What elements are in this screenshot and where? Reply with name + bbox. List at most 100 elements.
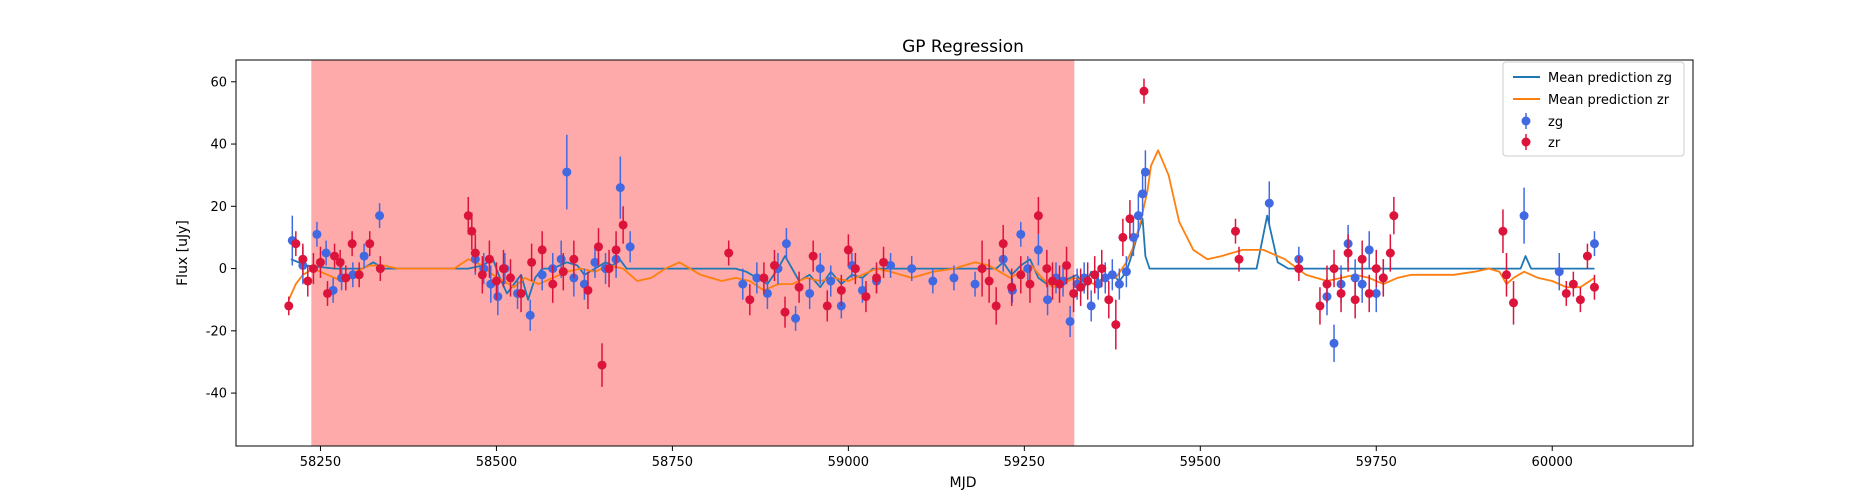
data-point-zg bbox=[360, 252, 369, 261]
data-point-zg bbox=[1023, 264, 1032, 273]
data-point-zr bbox=[316, 258, 325, 267]
data-point-zg bbox=[1034, 245, 1043, 254]
data-point-zr bbox=[284, 301, 293, 310]
data-point-zg bbox=[616, 183, 625, 192]
data-point-zg bbox=[1115, 280, 1124, 289]
data-point-zr bbox=[879, 258, 888, 267]
data-point-zg bbox=[949, 273, 958, 282]
legend: Mean prediction zg Mean prediction zr zg… bbox=[1503, 62, 1684, 156]
y-tick-label: -40 bbox=[206, 387, 227, 402]
data-point-zr bbox=[1034, 211, 1043, 220]
data-point-zg bbox=[1043, 295, 1052, 304]
data-point-zr bbox=[1365, 289, 1374, 298]
shaded-time-region bbox=[311, 60, 1074, 446]
data-point-zg bbox=[1555, 267, 1564, 276]
data-point-zr bbox=[499, 264, 508, 273]
data-point-zg bbox=[1141, 168, 1150, 177]
x-tick-label: 58250 bbox=[300, 455, 341, 470]
data-point-zr bbox=[336, 258, 345, 267]
data-point-zr bbox=[1379, 273, 1388, 282]
data-point-zg bbox=[1265, 199, 1274, 208]
data-point-zr bbox=[569, 255, 578, 264]
data-point-zr bbox=[837, 286, 846, 295]
data-point-zr bbox=[781, 308, 790, 317]
data-point-zr bbox=[341, 273, 350, 282]
data-point-zg bbox=[791, 314, 800, 323]
data-point-zg bbox=[816, 264, 825, 273]
data-point-zg bbox=[1520, 211, 1529, 220]
data-point-zr bbox=[770, 261, 779, 270]
legend-label-zg-points: zg bbox=[1548, 115, 1563, 130]
data-point-zr bbox=[303, 277, 312, 286]
data-point-zr bbox=[1315, 301, 1324, 310]
data-point-zr bbox=[1090, 270, 1099, 279]
legend-swatch-zg-points bbox=[1522, 117, 1531, 126]
data-point-zr bbox=[594, 242, 603, 251]
data-point-zg bbox=[1358, 280, 1367, 289]
data-point-zr bbox=[1322, 280, 1331, 289]
y-tick-label: -20 bbox=[206, 324, 227, 339]
data-point-zr bbox=[365, 239, 374, 248]
data-point-zr bbox=[492, 277, 501, 286]
y-tick-label: 0 bbox=[219, 262, 227, 277]
data-point-zr bbox=[1062, 261, 1071, 270]
data-point-zr bbox=[1104, 295, 1113, 304]
data-point-zg bbox=[375, 211, 384, 220]
x-tick-label: 60000 bbox=[1532, 455, 1573, 470]
data-point-zr bbox=[355, 270, 364, 279]
data-point-zr bbox=[1358, 255, 1367, 264]
data-point-zg bbox=[738, 280, 747, 289]
data-point-zr bbox=[1294, 264, 1303, 273]
data-point-zr bbox=[485, 255, 494, 264]
data-point-zr bbox=[1055, 280, 1064, 289]
data-point-zr bbox=[1502, 270, 1511, 279]
data-point-zr bbox=[1389, 211, 1398, 220]
legend-label-zg-line: Mean prediction zg bbox=[1548, 71, 1672, 86]
data-point-zr bbox=[1590, 283, 1599, 292]
data-point-zr bbox=[795, 283, 804, 292]
data-point-zg bbox=[826, 277, 835, 286]
data-point-zg bbox=[1590, 239, 1599, 248]
data-point-zr bbox=[1016, 270, 1025, 279]
data-point-zg bbox=[312, 230, 321, 239]
data-point-zr bbox=[1351, 295, 1360, 304]
data-point-zg bbox=[782, 239, 791, 248]
y-axis-label: Flux [uJy] bbox=[175, 220, 191, 286]
data-point-zr bbox=[1007, 283, 1016, 292]
legend-swatch-zr-points bbox=[1522, 138, 1531, 147]
data-point-zr bbox=[527, 258, 536, 267]
data-point-zr bbox=[844, 245, 853, 254]
data-point-zr bbox=[1372, 264, 1381, 273]
data-point-zr bbox=[471, 249, 480, 258]
data-point-zg bbox=[322, 249, 331, 258]
x-tick-label: 59250 bbox=[1004, 455, 1045, 470]
data-point-zg bbox=[1087, 301, 1096, 310]
data-point-zr bbox=[999, 239, 1008, 248]
data-point-zr bbox=[1576, 295, 1585, 304]
data-point-zr bbox=[298, 255, 307, 264]
data-point-zg bbox=[1066, 317, 1075, 326]
data-point-zr bbox=[1042, 264, 1051, 273]
x-tick-label: 58750 bbox=[652, 455, 693, 470]
data-point-zr bbox=[1386, 249, 1395, 258]
y-tick-label: 20 bbox=[210, 200, 227, 215]
data-point-zr bbox=[548, 280, 557, 289]
data-point-zr bbox=[1076, 283, 1085, 292]
data-point-zr bbox=[1583, 252, 1592, 261]
data-point-zr bbox=[1509, 298, 1518, 307]
data-point-zr bbox=[538, 245, 547, 254]
data-point-zr bbox=[1337, 289, 1346, 298]
legend-label-zr-line: Mean prediction zr bbox=[1548, 93, 1670, 108]
data-point-zr bbox=[517, 289, 526, 298]
data-point-zr bbox=[348, 239, 357, 248]
data-point-zr bbox=[809, 252, 818, 261]
data-point-zr bbox=[1139, 87, 1148, 96]
data-point-zg bbox=[1330, 339, 1339, 348]
data-point-zr bbox=[376, 264, 385, 273]
data-point-zr bbox=[861, 292, 870, 301]
data-point-zr bbox=[559, 267, 568, 276]
x-axis-label: MJD bbox=[950, 475, 977, 491]
data-point-zr bbox=[612, 245, 621, 254]
data-point-zr bbox=[1498, 227, 1507, 236]
